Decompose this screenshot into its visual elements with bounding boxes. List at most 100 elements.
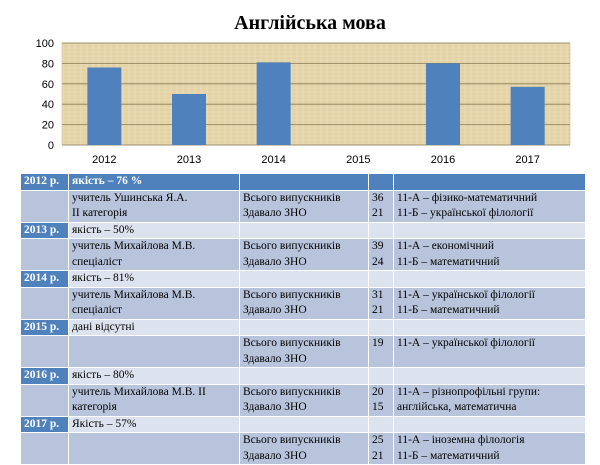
year-label: 2012 р. xyxy=(20,173,69,191)
stats-label-cell-line: Здавало ЗНО xyxy=(243,207,307,219)
year-label: 2013 р. xyxy=(20,221,69,239)
quality-cell: якість – 80% xyxy=(68,367,240,385)
classes-cell: 11-А – різнопрофільні групи: англійська, … xyxy=(393,383,586,417)
empty-cell xyxy=(368,221,394,239)
empty-cell xyxy=(239,270,369,288)
teacher-cell xyxy=(68,432,240,465)
quality-cell: дані відсутні xyxy=(68,318,240,336)
teacher-cell-line xyxy=(72,337,236,352)
quality-cell: якість – 76 % xyxy=(68,173,240,191)
stats-label-cell: Всього випускників Здавало ЗНО xyxy=(239,286,369,320)
stats-value-cell-line: 31 xyxy=(372,288,384,301)
classes-cell-line xyxy=(397,352,582,367)
classes-cell-line: 11-А – різнопрофільні групи: xyxy=(397,385,541,398)
stats-value-cell-line: 20 xyxy=(372,385,384,398)
stats-value-cell: 20 15 xyxy=(368,383,394,417)
teacher-cell-line: учитель Михайлова М.В. ІІ xyxy=(72,385,206,398)
stats-label-cell: Всього випускників Здавало ЗНО xyxy=(239,383,369,417)
empty-cell xyxy=(393,367,586,385)
empty-cell xyxy=(368,415,394,433)
classes-cell: 11-А – фізико-математичний 11-Б – українс… xyxy=(393,189,586,223)
empty-cell xyxy=(239,367,369,385)
x-tick-label: 2017 xyxy=(515,154,539,166)
stats-value-cell-line: 36 xyxy=(372,191,384,204)
x-tick-label: 2014 xyxy=(261,154,285,166)
quality-cell: якість – 81% xyxy=(68,270,240,288)
stats-label-cell-line: Здавало ЗНО xyxy=(243,449,307,462)
classes-cell-line: 11-Б – української філології xyxy=(397,207,534,219)
stats-value-cell: 39 24 xyxy=(368,238,394,271)
classes-cell-line: 11-Б – математичний xyxy=(397,255,500,268)
bars xyxy=(87,62,545,145)
x-tick-label: 2016 xyxy=(431,154,455,166)
stats-label-cell-line: Всього випускників xyxy=(243,240,341,252)
teacher-cell-line: учитель Ушинська Я.А. xyxy=(72,191,188,204)
year-header-row: 2015 р. дані відсутні xyxy=(20,318,586,336)
teacher-cell-line: учитель Михайлова М.В. xyxy=(72,288,196,301)
y-axis-ticks: 0 20 40 60 80 100 xyxy=(36,38,54,152)
year-header-row: 2014 р. якість – 81% xyxy=(20,270,586,288)
empty-cell xyxy=(239,173,369,191)
classes-cell-line: 11-А – української філології xyxy=(397,337,535,349)
bar-2016 xyxy=(426,63,460,145)
stats-label-cell-line: Здавало ЗНО xyxy=(243,352,307,365)
x-tick-label: 2015 xyxy=(346,154,370,166)
empty-cell xyxy=(393,221,586,239)
gridlines xyxy=(62,42,570,146)
classes-cell-line: 11-А – економічний xyxy=(397,240,494,252)
empty-cell xyxy=(239,221,369,239)
teacher-cell-line: учитель Михайлова М.В. xyxy=(72,240,196,252)
teacher-cell-line: спеціаліст xyxy=(72,255,122,268)
year-label: 2014 р. xyxy=(20,270,69,288)
year-spacer xyxy=(20,238,69,271)
stats-label-cell: Всього випускників Здавало ЗНО xyxy=(239,335,369,368)
stats-label-cell: Всього випускників Здавало ЗНО xyxy=(239,238,369,271)
stats-value-cell: 19 xyxy=(368,335,394,368)
empty-cell xyxy=(393,173,586,191)
teacher-cell: учитель Ушинська Я.А. ІІ категорія xyxy=(68,189,240,223)
stats-label-cell-line: Всього випускників xyxy=(243,434,341,446)
teacher-cell: учитель Михайлова М.В. спеціаліст xyxy=(68,286,240,320)
empty-cell xyxy=(239,318,369,336)
stats-label-cell-line: Всього випускників xyxy=(243,385,341,398)
year-label: 2017 р. xyxy=(20,415,69,433)
teacher-cell-line xyxy=(72,449,236,464)
stats-value-cell-line: 21 xyxy=(372,304,384,316)
year-spacer xyxy=(20,189,69,223)
y-tick-label: 40 xyxy=(42,99,54,111)
year-label: 2016 р. xyxy=(20,367,69,385)
classes-cell: 11-А – української філології 11-Б – матем… xyxy=(393,286,586,320)
empty-cell xyxy=(368,270,394,288)
classes-cell: 11-А – української філології xyxy=(393,335,586,368)
empty-cell xyxy=(368,318,394,336)
classes-cell: 11-А – іноземна філологія 11-Б – математи… xyxy=(393,432,586,465)
year-spacer xyxy=(20,383,69,417)
chart-title: Англійська мова xyxy=(234,12,386,34)
stats-value-cell-line: 21 xyxy=(372,449,384,462)
y-tick-label: 0 xyxy=(48,140,54,152)
stats-label-cell: Всього випускників Здавало ЗНО xyxy=(239,189,369,223)
stats-value-cell-line: 15 xyxy=(372,401,384,413)
teacher-cell-line: спеціаліст xyxy=(72,304,122,316)
quality-cell: Якість – 57% xyxy=(68,415,240,433)
stats-label-cell-line: Всього випускників xyxy=(243,288,341,301)
plot-area xyxy=(61,42,571,146)
classes-cell-line: 11-Б – математичний xyxy=(397,304,500,316)
year-header-row: 2012 р. якість – 76 % xyxy=(20,173,586,191)
stats-value-cell: 31 21 xyxy=(368,286,394,320)
stats-value-cell-line: 19 xyxy=(372,337,384,349)
stats-value-cell-line: 25 xyxy=(372,434,384,446)
teacher-cell xyxy=(68,335,240,368)
classes-cell-line: 11-А – іноземна філологія xyxy=(397,434,525,446)
stats-value-cell: 25 21 xyxy=(368,432,394,465)
year-spacer xyxy=(20,432,69,465)
stats-label-cell-line: Всього випускників xyxy=(243,337,341,349)
empty-cell xyxy=(393,415,586,433)
year-label: 2015 р. xyxy=(20,318,69,336)
detail-row: учитель Ушинська Я.А. ІІ категорія Всього … xyxy=(20,189,586,223)
year-spacer xyxy=(20,335,69,368)
classes-cell-line: 11-Б – математичний xyxy=(397,449,500,462)
stats-label-cell-line: Здавало ЗНО xyxy=(243,401,307,413)
bar-2014 xyxy=(256,62,291,145)
